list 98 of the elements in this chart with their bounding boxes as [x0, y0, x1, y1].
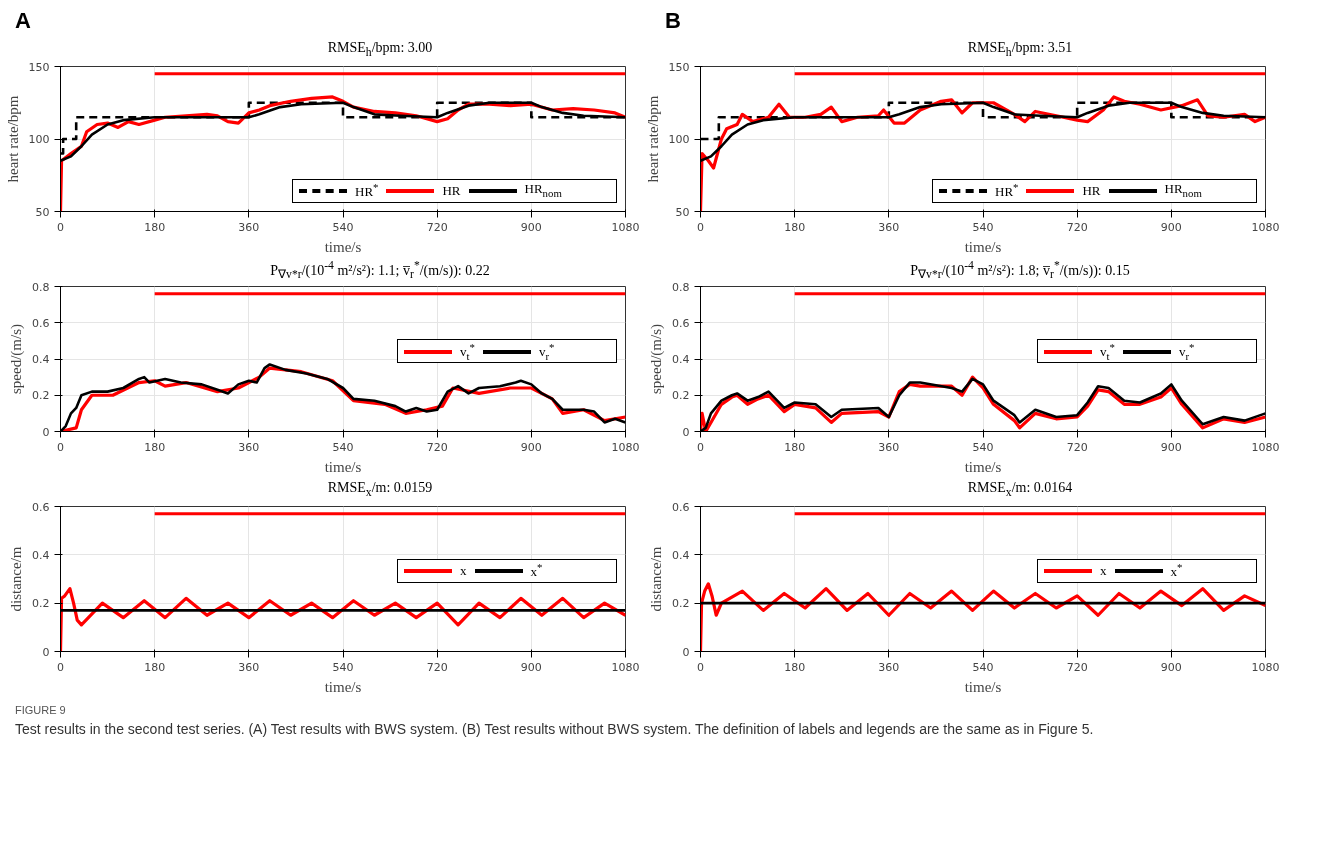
y-tick-label: 0 — [682, 645, 690, 659]
x-tick-label: 540 — [332, 440, 354, 454]
x-tick-label: 360 — [878, 440, 900, 454]
x-tick-label: 540 — [332, 220, 354, 234]
y-axis-title: distance/m — [648, 546, 665, 612]
x-tick-label: 360 — [238, 440, 260, 454]
legend-label: HR$^{*}$ — [995, 180, 1019, 202]
legend-label: HR$_{nom}$ — [1164, 180, 1202, 201]
x-tick-label: 720 — [1066, 440, 1088, 454]
y-axis-title: heart rate/bpm — [4, 95, 21, 183]
x-axis-title: time/s — [964, 238, 1002, 255]
y-tick-label: 0.2 — [32, 389, 50, 403]
x-tick-label: 180 — [144, 220, 166, 234]
x-tick-label: 1080 — [611, 440, 640, 454]
legend-label: HR$^{*}$ — [355, 180, 379, 202]
y-tick-label: 0.2 — [32, 597, 50, 611]
x-tick-label: 360 — [238, 220, 260, 234]
x-axis-title: time/s — [324, 678, 362, 695]
y-tick-label: 0.6 — [672, 500, 690, 514]
y-tick-label: 0.6 — [32, 500, 50, 514]
text: A — [15, 8, 31, 33]
x-tick-label: 900 — [1160, 220, 1182, 234]
text: B — [665, 8, 681, 33]
x-tick-label: 900 — [1160, 660, 1182, 674]
x-axis-title: time/s — [324, 238, 362, 255]
x-tick-label: 0 — [697, 220, 704, 234]
x-tick-label: 180 — [784, 660, 806, 674]
x-tick-label: 1080 — [1251, 660, 1280, 674]
x-tick-label: 1080 — [1251, 220, 1280, 234]
y-tick-label: 150 — [668, 60, 690, 74]
y-tick-label: 0.4 — [32, 548, 50, 562]
x-tick-label: 1080 — [1251, 440, 1280, 454]
chart-title: RMSE$_{h}$/bpm: 3.00 — [327, 39, 433, 61]
x-tick-label: 180 — [144, 440, 166, 454]
y-axis-title: heart rate/bpm — [644, 95, 661, 183]
y-axis-title: distance/m — [8, 546, 25, 612]
legend-label: HR — [442, 181, 461, 200]
x-tick-label: 900 — [520, 220, 542, 234]
x-tick-label: 540 — [972, 440, 994, 454]
x-tick-label: 360 — [238, 660, 260, 674]
legend-label: x$^{*}$ — [530, 560, 543, 582]
chart-title: RMSE$_{x}$/m: 0.0164 — [967, 479, 1073, 501]
y-axis-title: speed/(m/s) — [648, 324, 666, 394]
x-tick-label: 180 — [784, 220, 806, 234]
x-tick-label: 1080 — [611, 220, 640, 234]
x-tick-label: 360 — [878, 220, 900, 234]
y-tick-label: 0.8 — [672, 280, 690, 294]
x-axis-title: time/s — [324, 458, 362, 475]
y-axis-title: speed/(m/s) — [8, 324, 26, 394]
x-tick-label: 900 — [520, 660, 542, 674]
x-tick-label: 0 — [697, 440, 704, 454]
y-tick-label: 0.4 — [32, 353, 50, 366]
legend-label: x — [1100, 561, 1107, 580]
y-tick-label: 0.8 — [32, 280, 50, 294]
x-tick-label: 0 — [57, 660, 64, 674]
x-tick-label: 1080 — [611, 660, 640, 674]
chart-title: P$_{∇v*r}$/(10$^{-4}$ m²/s²): 1.1; v̅$_{r}$$^{*}$/(m/s)): 0.22 — [270, 258, 490, 284]
y-tick-label: 100 — [668, 133, 690, 146]
x-tick-label: 180 — [784, 440, 806, 454]
y-tick-label: 0.6 — [32, 316, 50, 330]
x-tick-label: 0 — [57, 440, 64, 454]
y-tick-label: 100 — [28, 133, 50, 146]
x-tick-label: 540 — [332, 660, 354, 674]
y-tick-label: 50 — [35, 205, 50, 219]
x-tick-label: 900 — [520, 440, 542, 454]
y-tick-label: 0.2 — [672, 597, 690, 611]
x-tick-label: 720 — [426, 440, 448, 454]
chart-title: RMSE$_{h}$/bpm: 3.51 — [967, 39, 1073, 61]
x-tick-label: 540 — [972, 220, 994, 234]
x-axis-title: time/s — [964, 458, 1002, 475]
x-tick-label: 720 — [1066, 220, 1088, 234]
y-tick-label: 50 — [675, 205, 690, 219]
x-tick-label: 540 — [972, 660, 994, 674]
x-tick-label: 0 — [57, 220, 64, 234]
x-tick-label: 0 — [697, 660, 704, 674]
legend-label: x$^{*}$ — [1170, 560, 1183, 582]
text: Test results in the second test series. (A) Test results with BWS system. (B) Test results without BWS system. The definition of labels and legends are the same as in Figure 5. — [15, 719, 1094, 739]
x-axis-title: time/s — [964, 678, 1002, 695]
y-tick-label: 0 — [42, 425, 50, 439]
x-tick-label: 900 — [1160, 440, 1182, 454]
y-tick-label: 0.6 — [672, 316, 690, 330]
legend-label: HR$_{nom}$ — [524, 180, 562, 201]
y-tick-label: 0.4 — [672, 353, 690, 366]
legend-label: HR — [1082, 181, 1101, 200]
x-tick-label: 360 — [878, 660, 900, 674]
y-tick-label: 0 — [682, 425, 690, 439]
y-tick-label: 0.2 — [672, 389, 690, 403]
x-tick-label: 720 — [426, 220, 448, 234]
y-tick-label: 0 — [42, 645, 50, 659]
x-tick-label: 720 — [1066, 660, 1088, 674]
legend-label: x — [460, 561, 467, 580]
chart-title: RMSE$_{x}$/m: 0.0159 — [327, 479, 433, 501]
x-tick-label: 720 — [426, 660, 448, 674]
chart-title: P$_{∇v*r}$/(10$^{-4}$ m²/s²): 1.8; v̅$_{r}$$^{*}$/(m/s)): 0.15 — [910, 258, 1130, 284]
y-tick-label: 0.4 — [672, 548, 690, 562]
x-tick-label: 180 — [144, 660, 166, 674]
caption: FIGURE 9 — [15, 703, 67, 718]
y-tick-label: 150 — [28, 60, 50, 74]
